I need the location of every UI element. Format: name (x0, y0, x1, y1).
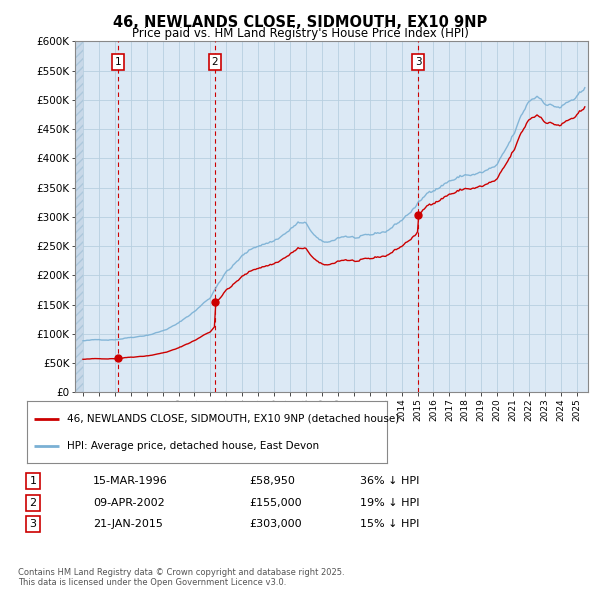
Text: 2: 2 (29, 498, 37, 507)
Text: 09-APR-2002: 09-APR-2002 (93, 498, 165, 507)
Text: Price paid vs. HM Land Registry's House Price Index (HPI): Price paid vs. HM Land Registry's House … (131, 27, 469, 40)
Text: 36% ↓ HPI: 36% ↓ HPI (360, 476, 419, 486)
Text: Contains HM Land Registry data © Crown copyright and database right 2025.
This d: Contains HM Land Registry data © Crown c… (18, 568, 344, 587)
Text: 15-MAR-1996: 15-MAR-1996 (93, 476, 168, 486)
Text: 21-JAN-2015: 21-JAN-2015 (93, 519, 163, 529)
Bar (75, 41, 83, 392)
Text: 46, NEWLANDS CLOSE, SIDMOUTH, EX10 9NP: 46, NEWLANDS CLOSE, SIDMOUTH, EX10 9NP (113, 15, 487, 30)
Text: 2: 2 (211, 57, 218, 67)
Text: £58,950: £58,950 (249, 476, 295, 486)
Text: £155,000: £155,000 (249, 498, 302, 507)
Text: 15% ↓ HPI: 15% ↓ HPI (360, 519, 419, 529)
Text: 19% ↓ HPI: 19% ↓ HPI (360, 498, 419, 507)
Text: 1: 1 (115, 57, 121, 67)
Text: 46, NEWLANDS CLOSE, SIDMOUTH, EX10 9NP (detached house): 46, NEWLANDS CLOSE, SIDMOUTH, EX10 9NP (… (67, 414, 399, 424)
Text: £303,000: £303,000 (249, 519, 302, 529)
Text: HPI: Average price, detached house, East Devon: HPI: Average price, detached house, East… (67, 441, 319, 451)
Text: 3: 3 (29, 519, 37, 529)
Text: 3: 3 (415, 57, 422, 67)
Text: 1: 1 (29, 476, 37, 486)
